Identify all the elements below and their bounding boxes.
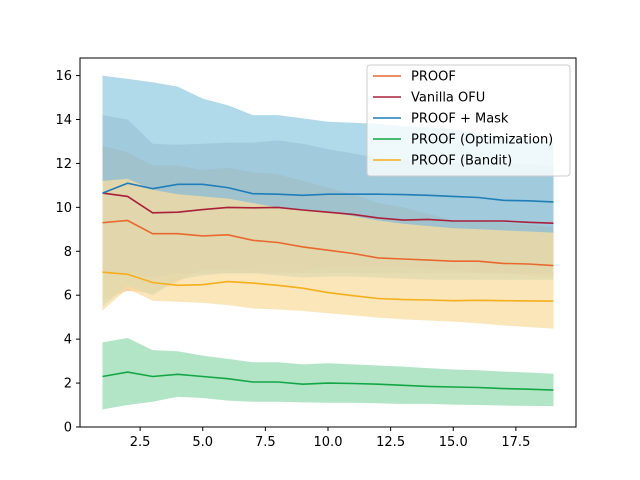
y-tick-label: 14 xyxy=(55,113,72,128)
legend: PROOF Vanilla OFU PROOF + Mask PROOF (Optim… xyxy=(366,64,571,177)
x-tick-label: 10.0 xyxy=(314,435,343,450)
y-tick-label: 16 xyxy=(55,69,72,84)
line-proof-bandit xyxy=(102,271,554,302)
band-proof-bandit xyxy=(102,178,554,329)
legend-label-vanilla-ofu: Vanilla OFU xyxy=(411,91,485,106)
y-tick-label: 12 xyxy=(55,157,72,172)
legend-label-proof: PROOF xyxy=(411,70,456,85)
band-proof-optimization xyxy=(102,338,554,410)
x-tick-label: 15.0 xyxy=(439,435,468,450)
x-tick-label: 5.0 xyxy=(192,435,213,450)
y-tick-label: 6 xyxy=(64,289,72,304)
x-tick-label: 12.5 xyxy=(376,435,405,450)
y-tick-label: 10 xyxy=(55,201,72,216)
y-tick-label: 0 xyxy=(64,421,72,436)
legend-box xyxy=(366,64,571,177)
x-axis: 2.5 5.0 7.5 10.0 12.5 15.0 17.5 xyxy=(130,427,530,450)
y-tick-label: 8 xyxy=(64,245,72,260)
x-tick-label: 2.5 xyxy=(130,435,151,450)
line-vanilla-ofu xyxy=(102,192,554,224)
y-axis: 0 2 4 6 8 10 12 14 16 xyxy=(55,69,80,436)
line-proof xyxy=(102,219,554,267)
y-tick-label: 4 xyxy=(64,333,72,348)
y-tick-label: 2 xyxy=(64,377,72,392)
legend-label-proof-optimization: PROOF (Optimization) xyxy=(411,133,553,148)
x-tick-label: 17.5 xyxy=(501,435,530,450)
legend-label-proof-bandit: PROOF (Bandit) xyxy=(411,154,512,169)
x-tick-label: 7.5 xyxy=(255,435,276,450)
legend-label-proof-mask: PROOF + Mask xyxy=(411,112,509,127)
series-lines xyxy=(102,182,554,391)
line-proof-optimization xyxy=(102,371,554,391)
line-proof-mask xyxy=(102,182,554,203)
